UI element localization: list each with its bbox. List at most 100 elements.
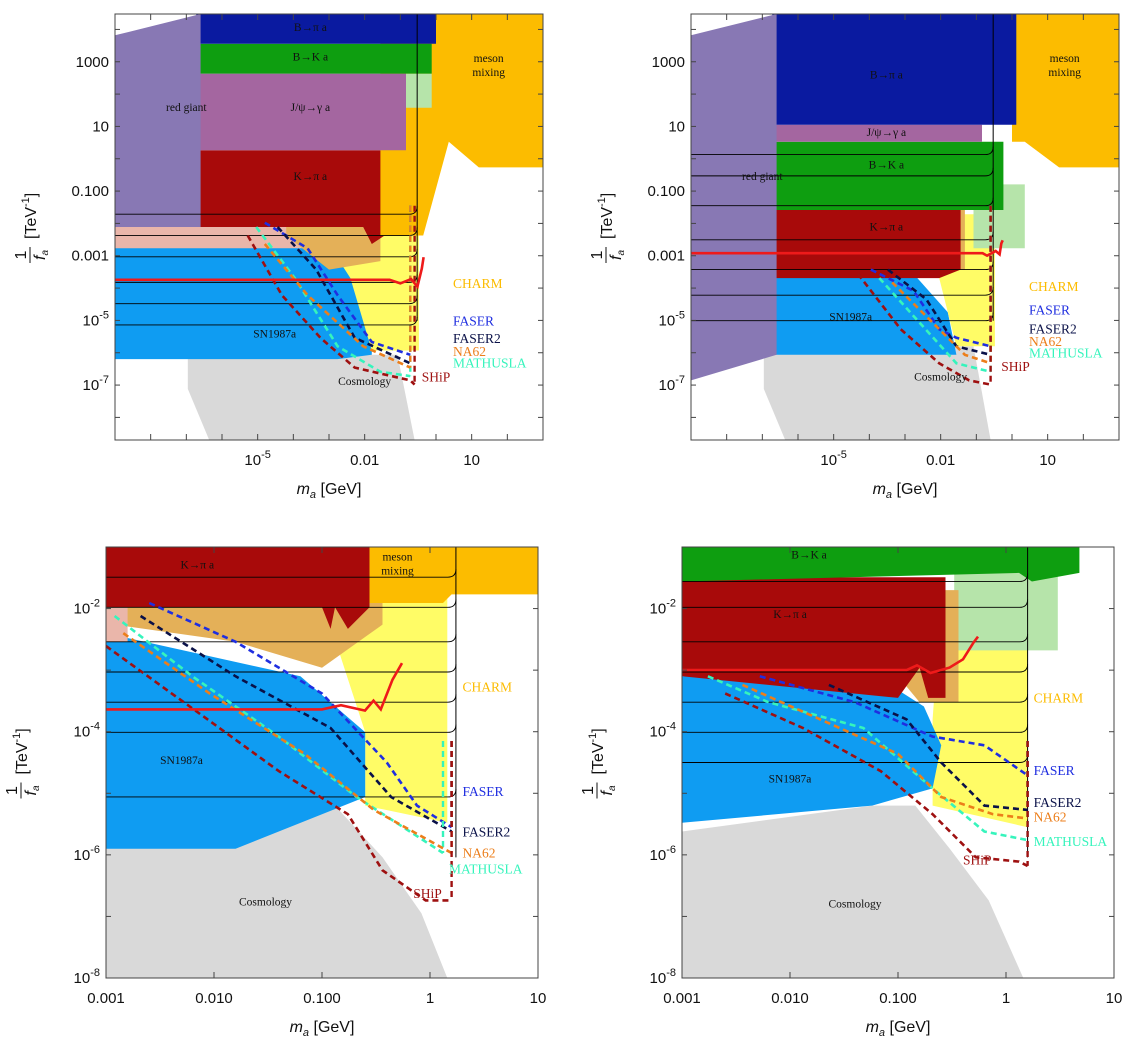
dashed-faser-curve (264, 221, 411, 357)
dashed-na62-curve (263, 243, 411, 369)
y-tick-label: 10-2 (650, 598, 676, 618)
dashed-na62-curve (122, 632, 453, 855)
detector-label-faser: FASER (453, 313, 494, 328)
detector-label-faser: FASER (1029, 303, 1070, 318)
dashed-mathusla-curve (255, 226, 411, 378)
region-cosmology (187, 354, 415, 440)
y-tick-label: 10-8 (74, 967, 100, 987)
region-label: B→π a (870, 70, 903, 82)
y-tick-label: 1000 (652, 54, 685, 71)
y-axis-label: 1 fa [TeV-1] (13, 193, 51, 263)
region-label: J/ψ→γ a (867, 127, 906, 139)
x-tick-label: 10 (1106, 990, 1123, 1007)
x-tick-label: 0.001 (87, 990, 125, 1007)
region-sn1987a (772, 273, 957, 355)
y-tick-label: 10 (92, 118, 109, 135)
x-tick-label: 10-5 (820, 449, 846, 469)
region-label: Cosmology (338, 376, 391, 388)
svg-text:1: 1 (4, 786, 21, 795)
y-tick-label: 10-6 (650, 844, 676, 864)
svg-text:[TeV-1]: [TeV-1] (20, 193, 40, 239)
region-cosmology (763, 346, 991, 440)
x-tick-label: 1 (426, 990, 434, 1007)
region-label: SN1987a (253, 328, 296, 340)
region-label: Cosmology (239, 897, 292, 909)
region-label: K→π a (180, 559, 214, 571)
x-tick-label: 10-5 (244, 449, 270, 469)
region-label: Cosmology (828, 898, 881, 910)
svg-text:fa: fa (608, 250, 627, 260)
y-tick-label: 10-4 (650, 721, 676, 741)
dashed-faser2-curve (828, 683, 1028, 812)
region-b-k (682, 547, 1080, 582)
region-label: meson (382, 552, 412, 564)
dashed-mathusla-curve (113, 614, 444, 855)
region-label: SN1987a (160, 755, 203, 767)
y-tick-label: 0.001 (71, 248, 109, 265)
region-meson-mixing (1012, 14, 1119, 168)
detector-label-faser2: FASER2 (463, 824, 511, 839)
detector-label-faser: FASER (463, 784, 504, 799)
dashed-ship-curve (106, 645, 452, 902)
y-tick-label: 10 (668, 118, 685, 135)
region-label: B→K a (293, 51, 328, 63)
bound-curve (115, 256, 425, 290)
dashed-mathusla-curve (707, 675, 1028, 842)
region-label: K→π a (294, 171, 328, 183)
y-tick-label: 10-5 (83, 309, 109, 329)
detector-label-charm: CHARM (1034, 690, 1084, 705)
region-sn1987a (682, 676, 942, 823)
detector-label-faser2: FASER2 (1029, 321, 1077, 336)
region-label: SN1987a (769, 773, 812, 785)
detector-label-na62: NA62 (1029, 334, 1062, 349)
y-tick-label: 0.100 (647, 183, 685, 200)
region-label: meson (1050, 53, 1080, 65)
detector-label-faser: FASER (1034, 763, 1075, 778)
y-tick-label: 10-5 (659, 309, 685, 329)
region-label: K→π a (773, 609, 807, 621)
bound-curve (691, 239, 1004, 258)
dashed-ship-curve (724, 692, 1029, 868)
y-tick-label: 10-7 (83, 374, 109, 394)
x-tick-label: 0.100 (879, 990, 917, 1007)
detector-label-mathusla: MATHUSLA (1034, 834, 1108, 849)
x-tick-label: 0.001 (663, 990, 701, 1007)
svg-text:fa: fa (599, 785, 618, 795)
x-axis-label: ma [GeV] (290, 1019, 355, 1037)
detector-label-faser2: FASER2 (1034, 795, 1082, 810)
dashed-faser2-curve (139, 614, 453, 833)
y-tick-label: 0.001 (647, 248, 685, 265)
dashed-faser-curve (870, 268, 991, 348)
dashed-faser2-curve (887, 268, 991, 357)
detector-label-mathusla: MATHUSLA (449, 861, 523, 876)
x-tick-label: 0.010 (771, 990, 809, 1007)
region-label: B→π a (294, 22, 327, 34)
x-tick-label: 0.100 (303, 990, 341, 1007)
region-jpsi (772, 124, 982, 142)
region-k-pi (772, 210, 961, 279)
region-b-pi (772, 14, 1017, 125)
detector-label-ship: SHiP (963, 852, 992, 867)
region-b-k (196, 43, 432, 74)
region-label: mixing (381, 566, 414, 578)
x-tick-label: 10 (530, 990, 547, 1007)
svg-text:1: 1 (13, 250, 30, 259)
chart-panel-top-right: red giant B→π a J/ψ→γ a B→K a K→π a meson mixi… (589, 13, 1120, 501)
svg-text:fa: fa (23, 785, 42, 795)
plot-area: red giant B→π a J/ψ→γ a B→K a K→π a meson mixi… (691, 14, 1119, 440)
y-tick-label: 10-7 (659, 374, 685, 394)
y-axis-label: 1 fa [TeV-1] (580, 728, 618, 799)
y-tick-label: 10-2 (74, 598, 100, 618)
chart-panel-bottom-right: B→K a K→π a SN1987a Cosmology CHARM FASER FASE… (580, 546, 1123, 1037)
detector-label-ship: SHiP (413, 886, 442, 901)
region-label: Cosmology (914, 371, 967, 383)
region-label: J/ψ→γ a (291, 102, 330, 114)
region-k-pi (106, 547, 370, 629)
y-tick-label: 10-6 (74, 844, 100, 864)
region-label: red giant (742, 171, 783, 183)
region-cosmology (682, 805, 1024, 978)
dashed-mathusla-curve (878, 277, 991, 374)
dashed-ship-curve (856, 273, 991, 386)
